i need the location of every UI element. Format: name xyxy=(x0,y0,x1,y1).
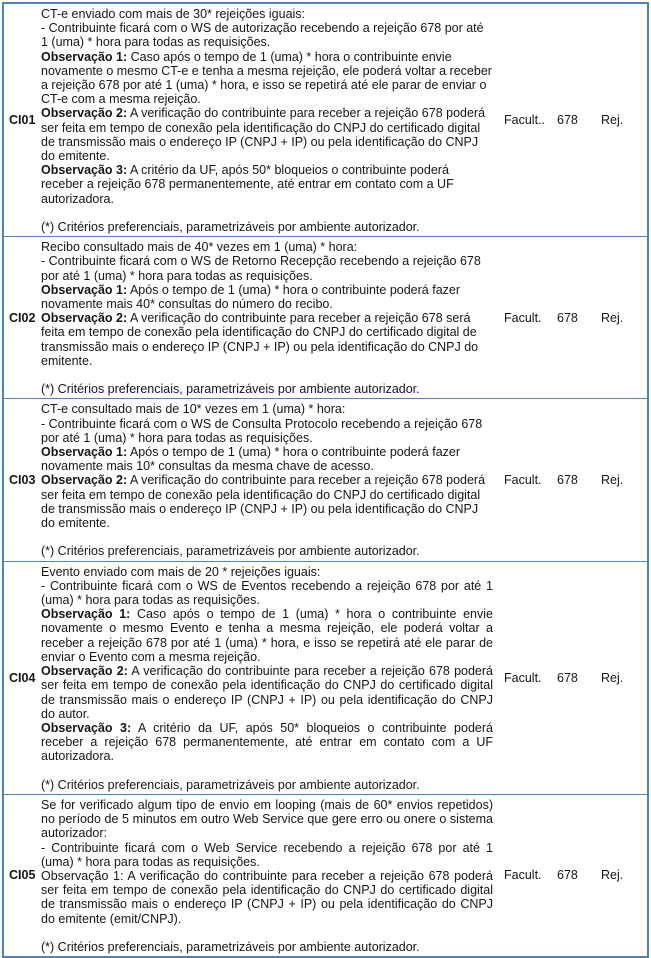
table-row: CI04 Evento enviado com mais de 20 * reje… xyxy=(4,560,647,794)
row-id: CI05 xyxy=(9,868,36,883)
row-action: Rej. xyxy=(601,113,624,128)
row-rejection-code: 678 xyxy=(557,670,578,685)
row-rejection-code: 678 xyxy=(557,113,578,128)
row-facultative: Facult.. xyxy=(504,113,545,128)
row-action: Rej. xyxy=(601,868,624,883)
row-rejection-code: 678 xyxy=(557,472,578,487)
footnote: (*) Critérios preferenciais, parametrizá… xyxy=(41,382,420,397)
row-facultative: Facult. xyxy=(504,670,542,685)
description-paragraph: - Contribuinte ficará com o WS de Evento… xyxy=(41,578,493,608)
description-paragraph: Observação 2: A verificação do contribui… xyxy=(41,106,493,163)
description-paragraph xyxy=(41,530,493,544)
table-row: CI01 CT-e enviado com mais de 30* rejeiçõ… xyxy=(4,4,647,236)
row-id: CI01 xyxy=(9,113,36,128)
observation-text: A critério da UF, após 50* bloqueios o c… xyxy=(41,163,454,206)
observation-text: Caso após o tempo de 1 (uma) * hora o co… xyxy=(41,607,493,664)
row-description: Evento enviado com mais de 20 * rejeiçõe… xyxy=(38,562,500,794)
description-paragraph: Observação 1: Após o tempo de 1 (uma) * … xyxy=(41,283,493,311)
description-paragraph: - Contribuinte ficará com o Web Service … xyxy=(41,840,493,869)
observation-label: Observação 2: xyxy=(41,106,128,121)
observation-text: A verificação do contribuinte para receb… xyxy=(41,473,486,531)
description-paragraph xyxy=(41,368,493,382)
observation-label: Observação 1: xyxy=(41,445,128,460)
table-row: CI03 CT-e consultado mais de 10* vezes em… xyxy=(4,398,647,560)
row-rejection-code: 678 xyxy=(557,310,578,325)
description-paragraph: Observação 1: Caso após o tempo de 1 (um… xyxy=(41,50,493,107)
observation-label: Observação 2: xyxy=(41,473,128,488)
description-paragraph xyxy=(41,206,493,220)
observation-label: Observação 3: xyxy=(41,720,132,735)
row-action: Rej. xyxy=(601,472,624,487)
observation-text: A verificação do contribuinte para receb… xyxy=(41,106,486,164)
observation-text: Caso após o tempo de 1 (uma) * hora o co… xyxy=(41,49,492,107)
row-id: CI03 xyxy=(9,472,36,487)
row-facultative: Facult. xyxy=(504,868,542,883)
description-paragraph: Observação 2: A verificação do contribui… xyxy=(41,664,493,721)
description-paragraph: Observação 1: Após o tempo de 1 (uma) * … xyxy=(41,445,493,473)
observation-label: Observação 1: xyxy=(41,282,128,297)
description-paragraph: Observação 2: A verificação do contribui… xyxy=(41,473,493,530)
row-facultative: Facult. xyxy=(504,472,542,487)
observation-text: A critério da UF, após 50* bloqueios o c… xyxy=(41,720,493,764)
row-action: Rej. xyxy=(601,670,624,685)
description-paragraph: Observação 3: A critério da UF, após 50*… xyxy=(41,721,493,764)
observation-label: Observação 2: xyxy=(41,664,128,679)
description-paragraph xyxy=(41,926,493,940)
row-description: CT-e enviado com mais de 30* rejeições i… xyxy=(38,4,500,236)
row-id: CI04 xyxy=(9,670,36,685)
description-paragraph: CT-e enviado com mais de 30* rejeições i… xyxy=(41,7,306,21)
table-row: CI05 Se for verificado algum tipo de envi… xyxy=(4,793,647,956)
observation-text: A verificação do contribuinte para receb… xyxy=(41,311,479,368)
description-paragraph: Recibo consultado mais de 40* vezes em 1… xyxy=(41,240,358,255)
observation-text: A verificação do contribuinte para receb… xyxy=(41,664,493,721)
description-paragraph xyxy=(41,764,493,778)
row-description: Se for verificado algum tipo de envio em… xyxy=(38,795,500,956)
observation-label: Observação 2: xyxy=(41,311,128,326)
observation-label: Observação 1: xyxy=(41,607,131,622)
row-description: CT-e consultado mais de 10* vezes em 1 (… xyxy=(38,399,500,560)
description-paragraph: Observação 1: A verificação do contribui… xyxy=(41,868,493,926)
description-paragraph: - Contribuinte ficará com o WS de autori… xyxy=(41,21,484,50)
description-paragraph: Observação 3: A critério da UF, após 50*… xyxy=(41,163,493,206)
description-paragraph: - Contribuinte ficará com o WS de Retorn… xyxy=(41,254,481,283)
observation-text: Após o tempo de 1 (uma) * hora o contrib… xyxy=(41,445,461,474)
row-description: Recibo consultado mais de 40* vezes em 1… xyxy=(38,237,500,398)
footnote: (*) Critérios preferenciais, parametrizá… xyxy=(41,939,420,954)
row-rejection-code: 678 xyxy=(557,868,578,883)
row-id: CI02 xyxy=(9,310,36,325)
description-paragraph: - Contribuinte ficará com o WS de Consul… xyxy=(41,416,483,445)
footnote: (*) Critérios preferenciais, parametrizá… xyxy=(41,777,420,792)
footnote: (*) Critérios preferenciais, parametrizá… xyxy=(41,220,420,235)
table-row: CI02 Recibo consultado mais de 40* vezes … xyxy=(4,236,647,398)
row-action: Rej. xyxy=(601,310,624,325)
observation-text: Após o tempo de 1 (uma) * hora o contrib… xyxy=(41,282,461,312)
description-paragraph: Evento enviado com mais de 20 * rejeiçõe… xyxy=(41,564,321,579)
description-paragraph: Observação 2: A verificação do contribui… xyxy=(41,311,493,368)
description-paragraph: Observação 1: Caso após o tempo de 1 (um… xyxy=(41,607,493,664)
description-paragraph: CT-e consultado mais de 10* vezes em 1 (… xyxy=(41,402,346,417)
description-paragraph: Se for verificado algum tipo de envio em… xyxy=(41,797,493,841)
observation-label: Observação 1: xyxy=(41,49,128,64)
footnote: (*) Critérios preferenciais, parametrizá… xyxy=(41,544,420,559)
observation-label: Observação 3: xyxy=(41,163,128,178)
row-facultative: Facult. xyxy=(504,310,542,325)
